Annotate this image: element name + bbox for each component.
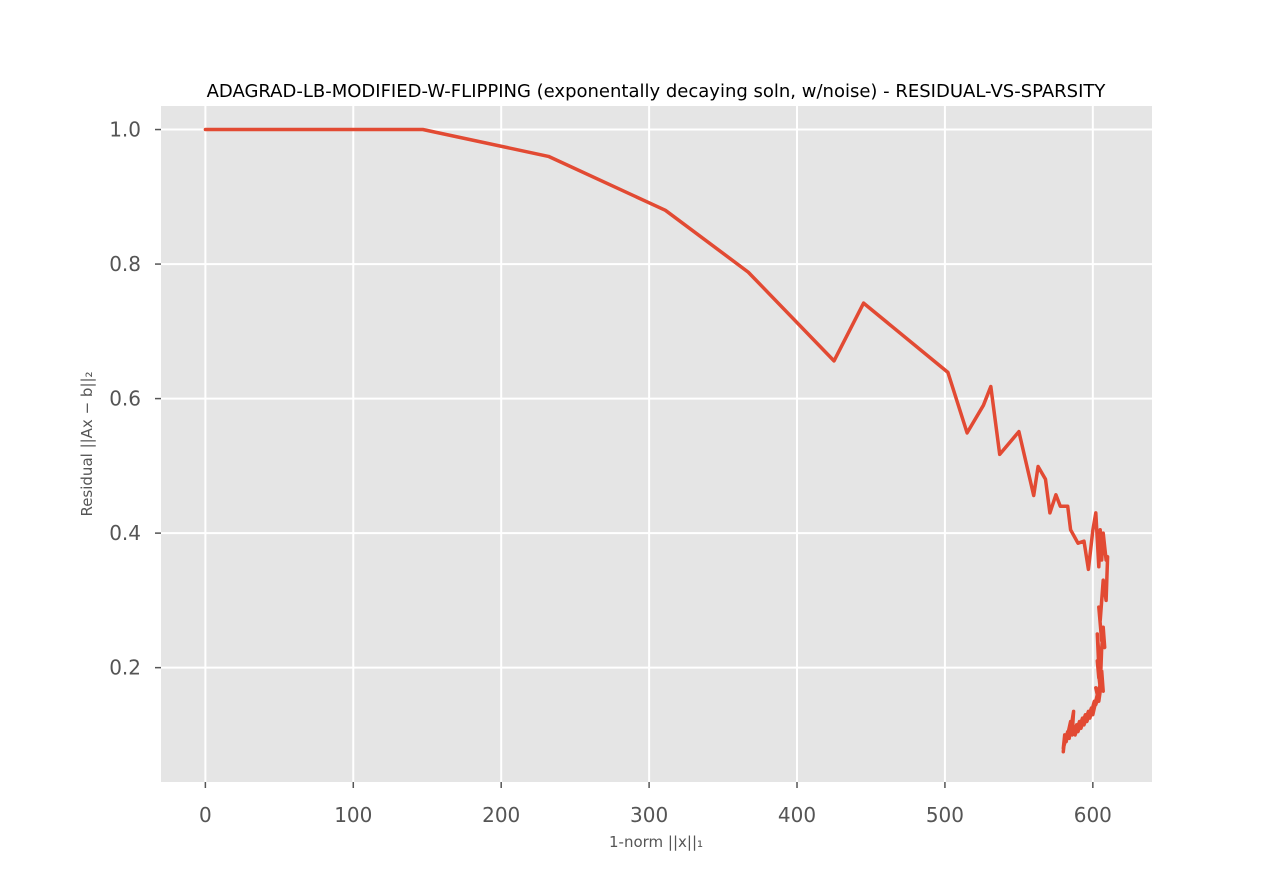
x-tick-label: 200 <box>482 803 520 827</box>
x-tick-label: 300 <box>630 803 668 827</box>
y-tick-label: 1.0 <box>109 118 141 142</box>
plot-area <box>161 106 1152 782</box>
y-tick-label: 0.4 <box>109 521 141 545</box>
y-tick-label: 0.8 <box>109 252 141 276</box>
x-tick-label: 500 <box>926 803 964 827</box>
chart-title: ADAGRAD-LB-MODIFIED-W-FLIPPING (exponent… <box>207 81 1107 102</box>
axis-ticks: 0 100 200 300 400 500 600 0.2 0.4 0.6 0.8 1.0 <box>109 118 1112 827</box>
residual-series-line <box>203 127 1110 754</box>
x-tick-label: 600 <box>1074 803 1112 827</box>
y-tick-label: 0.6 <box>109 387 141 411</box>
y-tick-label: 0.2 <box>109 656 141 680</box>
y-axis-label: Residual ||Ax − b||₂ <box>78 371 96 516</box>
x-tick-label: 100 <box>334 803 372 827</box>
x-tick-label: 0 <box>199 803 212 827</box>
series-lines <box>203 127 1110 754</box>
x-axis-label: 1-norm ||x||₁ <box>609 833 703 851</box>
x-tick-label: 400 <box>778 803 816 827</box>
